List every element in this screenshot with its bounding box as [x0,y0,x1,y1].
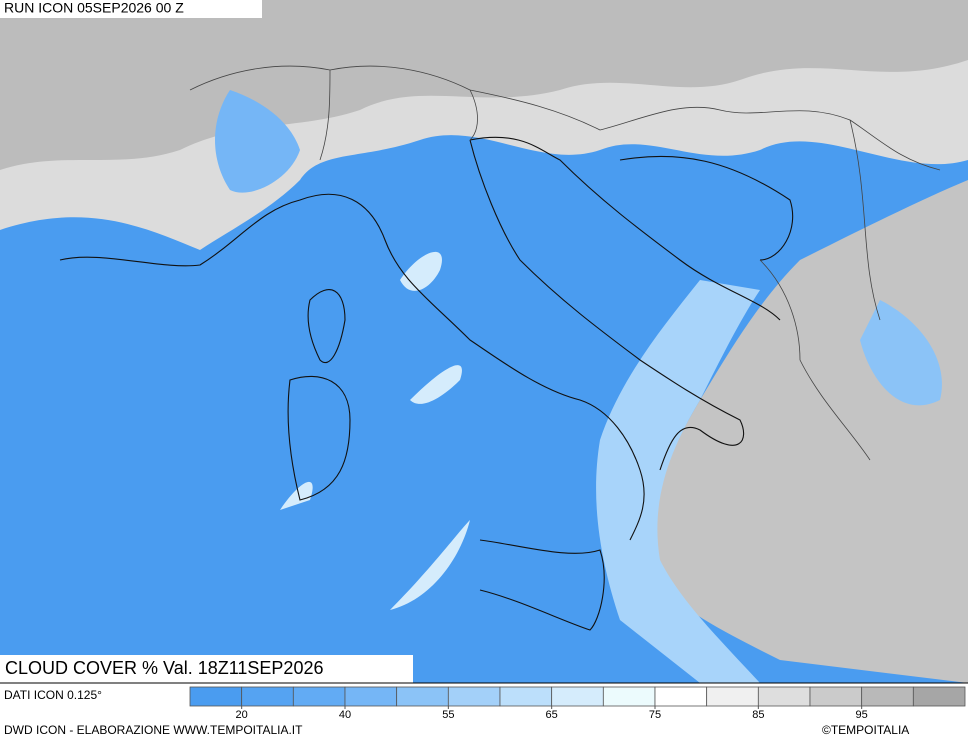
clear-alps [215,90,300,193]
legend-tick-label: 85 [752,709,764,721]
legend-swatch [292,686,346,707]
map [0,0,968,683]
map-title: CLOUD COVER % Val. 18Z11SEP2026 [5,658,323,678]
legend-swatch [189,686,243,707]
legend-swatch [499,686,553,707]
run-box [0,0,262,18]
source-label: DATI ICON 0.125° [4,688,102,702]
legend-tick-label: 65 [546,709,558,721]
legend-tick-label: 40 [339,709,351,721]
legend: 20 40 55 65 75 85 95 [189,686,966,721]
legend-tick-label: 55 [442,709,454,721]
clear-greece [860,300,942,406]
legend-tick-label: 95 [856,709,868,721]
legend-swatch [654,686,708,707]
legend-swatch [602,686,656,707]
copyright: ©TEMPOITALIA [822,723,909,737]
legend-tick-label: 75 [649,709,661,721]
legend-swatch [396,686,449,707]
run-label: RUN ICON 05SEP2026 00 Z [4,0,184,16]
legend-swatch [861,686,914,707]
legend-swatch [344,686,398,707]
legend-swatch [912,686,966,707]
legend-swatch [809,686,863,707]
credit: DWD ICON - ELABORAZIONE WWW.TEMPOITALIA.… [4,723,303,737]
legend-swatch [551,686,604,707]
legend-swatch [447,686,501,707]
legend-swatch [757,686,811,707]
cloud-edge [596,280,760,683]
title-box [0,655,413,683]
legend-swatch [706,686,759,707]
legend-swatch [241,686,294,707]
legend-tick-label: 20 [236,709,248,721]
